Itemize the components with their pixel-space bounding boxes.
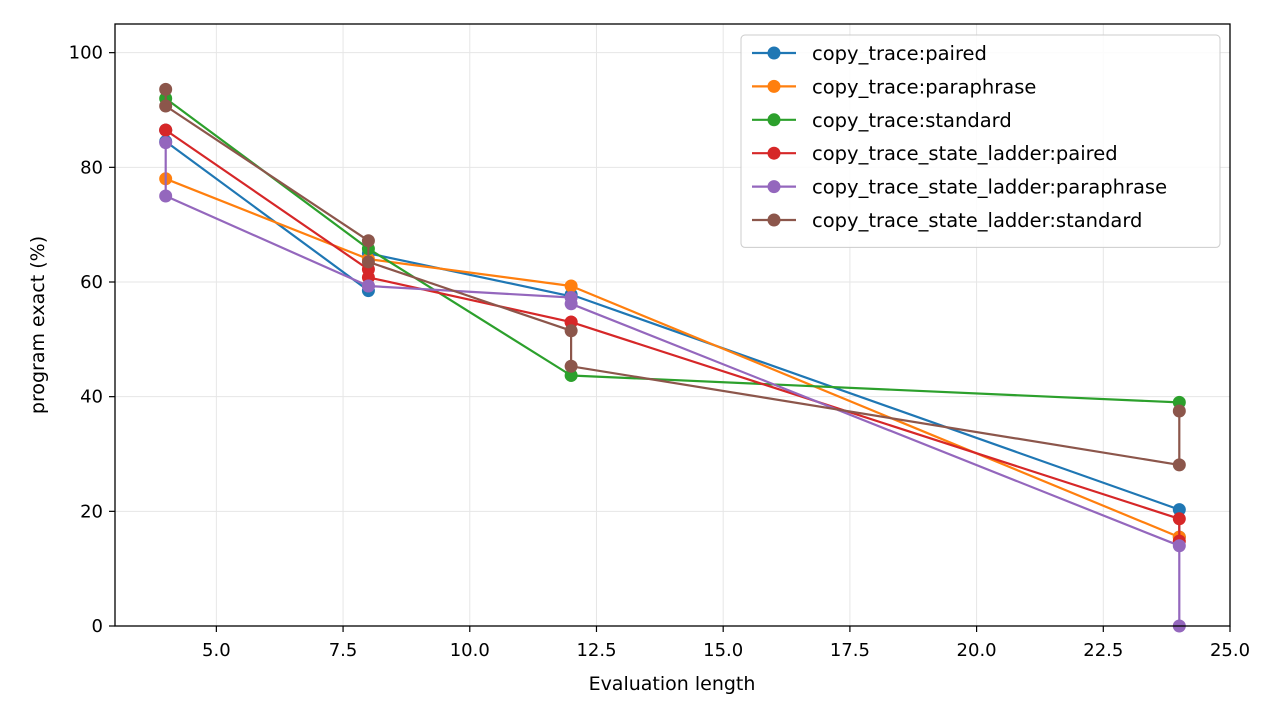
data-point — [564, 359, 578, 373]
legend-box — [740, 34, 1221, 248]
plot-frame — [114, 23, 1231, 627]
legend-marker — [767, 79, 781, 93]
y-tick-label: 60 — [80, 272, 103, 293]
series-line — [164, 130, 1181, 538]
x-tick-label: 25.0 — [1210, 640, 1250, 661]
legend-label: copy_trace_state_ladder:paraphrase — [812, 176, 1167, 199]
legend-item: copy_trace_state_ladder:paired — [752, 142, 1118, 165]
x-tick-label: 17.5 — [830, 640, 870, 661]
data-point — [159, 123, 173, 137]
legend-marker — [767, 180, 781, 194]
x-tick-label: 5.0 — [202, 640, 231, 661]
legend-label: copy_trace:standard — [812, 109, 1012, 132]
legend-item: copy_trace:paraphrase — [752, 75, 1036, 98]
data-point — [564, 324, 578, 338]
x-tick-label: 15.0 — [703, 640, 743, 661]
x-tick-label: 22.5 — [1083, 640, 1123, 661]
series-line — [164, 89, 1181, 466]
y-tick-label: 20 — [80, 501, 103, 522]
x-axis-label: Evaluation length — [589, 673, 756, 695]
data-point — [361, 279, 375, 293]
legend: copy_trace:paired copy_trace:paraphraseco… — [740, 34, 1221, 248]
y-tick-label: 40 — [80, 387, 103, 408]
data-point — [361, 255, 375, 269]
legend-label: copy_trace:paired — [812, 42, 987, 65]
legend-marker — [767, 46, 781, 60]
legend-item: copy_trace:paired — [752, 42, 987, 65]
data-point — [159, 99, 173, 113]
data-point — [159, 82, 173, 96]
legend-label: copy_trace_state_ladder:paired — [812, 142, 1118, 165]
legend-marker — [767, 113, 781, 127]
legend-item: copy_trace_state_ladder:paraphrase — [752, 176, 1167, 199]
series-line — [165, 177, 1180, 539]
x-tick-label: 20.0 — [957, 640, 997, 661]
data-point — [159, 136, 173, 150]
axis-ticks: 5.0 7.5 10.0 12.5 15.0 17.5 20.0 22.5 25.0 0 20 40 6… — [69, 43, 1250, 661]
data-point — [1172, 539, 1186, 553]
legend-marker — [767, 146, 781, 160]
y-axis-label: program exact (%) — [27, 236, 49, 414]
y-tick-label: 80 — [80, 157, 103, 178]
y-tick-label: 100 — [69, 43, 103, 64]
x-tick-label: 10.0 — [450, 640, 490, 661]
series-copy-trace-state-ladder-standard — [159, 82, 1186, 472]
series-copy-trace-state-ladder-paraphrase — [159, 136, 1186, 633]
data-point — [1172, 458, 1186, 472]
data-point — [361, 234, 375, 248]
series-layer — [159, 82, 1186, 633]
data-point — [159, 189, 173, 203]
legend-label: copy_trace:paraphrase — [812, 75, 1036, 98]
data-point — [1172, 503, 1186, 517]
legend-item: copy_trace:standard — [752, 109, 1012, 132]
x-tick-label: 12.5 — [576, 640, 616, 661]
data-point — [1172, 404, 1186, 418]
legend-marker — [767, 213, 781, 227]
legend-label: copy_trace_state_ladder:standard — [812, 209, 1142, 232]
y-tick-label: 0 — [92, 616, 103, 637]
data-point — [564, 279, 578, 293]
x-tick-label: 7.5 — [329, 640, 358, 661]
data-point — [564, 368, 578, 382]
data-point — [1172, 512, 1186, 526]
legend-item: copy_trace_state_ladder:standard — [752, 209, 1142, 232]
data-point — [564, 297, 578, 311]
